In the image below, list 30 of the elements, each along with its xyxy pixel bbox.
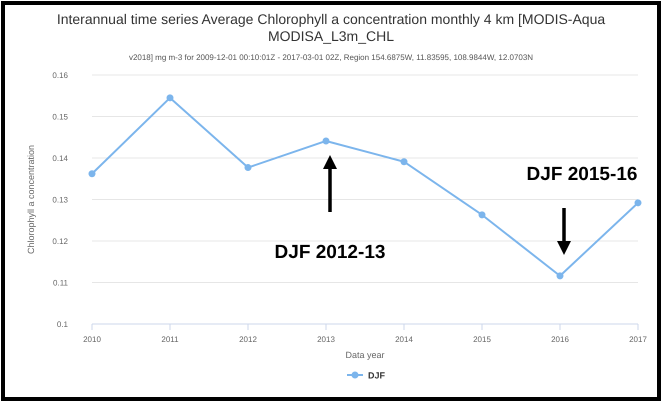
x-axis-title: Data year [345,350,385,360]
point [634,199,642,206]
chart-subtitle: v2018] mg m-3 for 2009-12-01 00:10:01Z - 2017-03-01 02Z, Region 154.6875W, 11.83595, 108.9844W, 12.0703N [128,53,534,62]
x-tick-label: 2011 [161,335,180,344]
y-tick-label: 0.16 [52,71,69,80]
point [244,164,252,172]
point [88,170,96,178]
x-tick-label: 2014 [395,335,414,344]
y-axis-title: Chlorophyll a concentration [26,144,36,254]
x-tick-label: 2010 [83,335,102,344]
y-tick-label: 0.1 [56,320,69,329]
annotation: DJF 2012-13 [274,242,386,263]
y-tick-label: 0.11 [53,278,69,288]
y-tick-label: 0.14 [52,154,69,163]
x-tick-label: 2013 [317,335,336,344]
annotation: DJF 2015-16 [526,164,638,185]
x-tick-label: 2015 [473,335,492,344]
legend-label: DJF [368,370,386,380]
chart-title: Interannual time series Average Chlorophyll a concentration monthly 4 km [MODIS-Aqua MODISA_L3m_CHL [56,11,606,44]
point [478,211,486,218]
point [556,272,564,280]
y-tick-label: 0.12 [52,237,69,246]
point [400,158,408,166]
point [166,94,174,102]
y-tick-label: 0.15 [52,112,69,122]
point [322,137,330,144]
x-tick-label: 2016 [551,335,570,344]
x-tick-label: 2017 [629,335,648,344]
y-tick-label: 0.13 [52,196,69,204]
x-tick-label: 2012 [239,335,258,344]
